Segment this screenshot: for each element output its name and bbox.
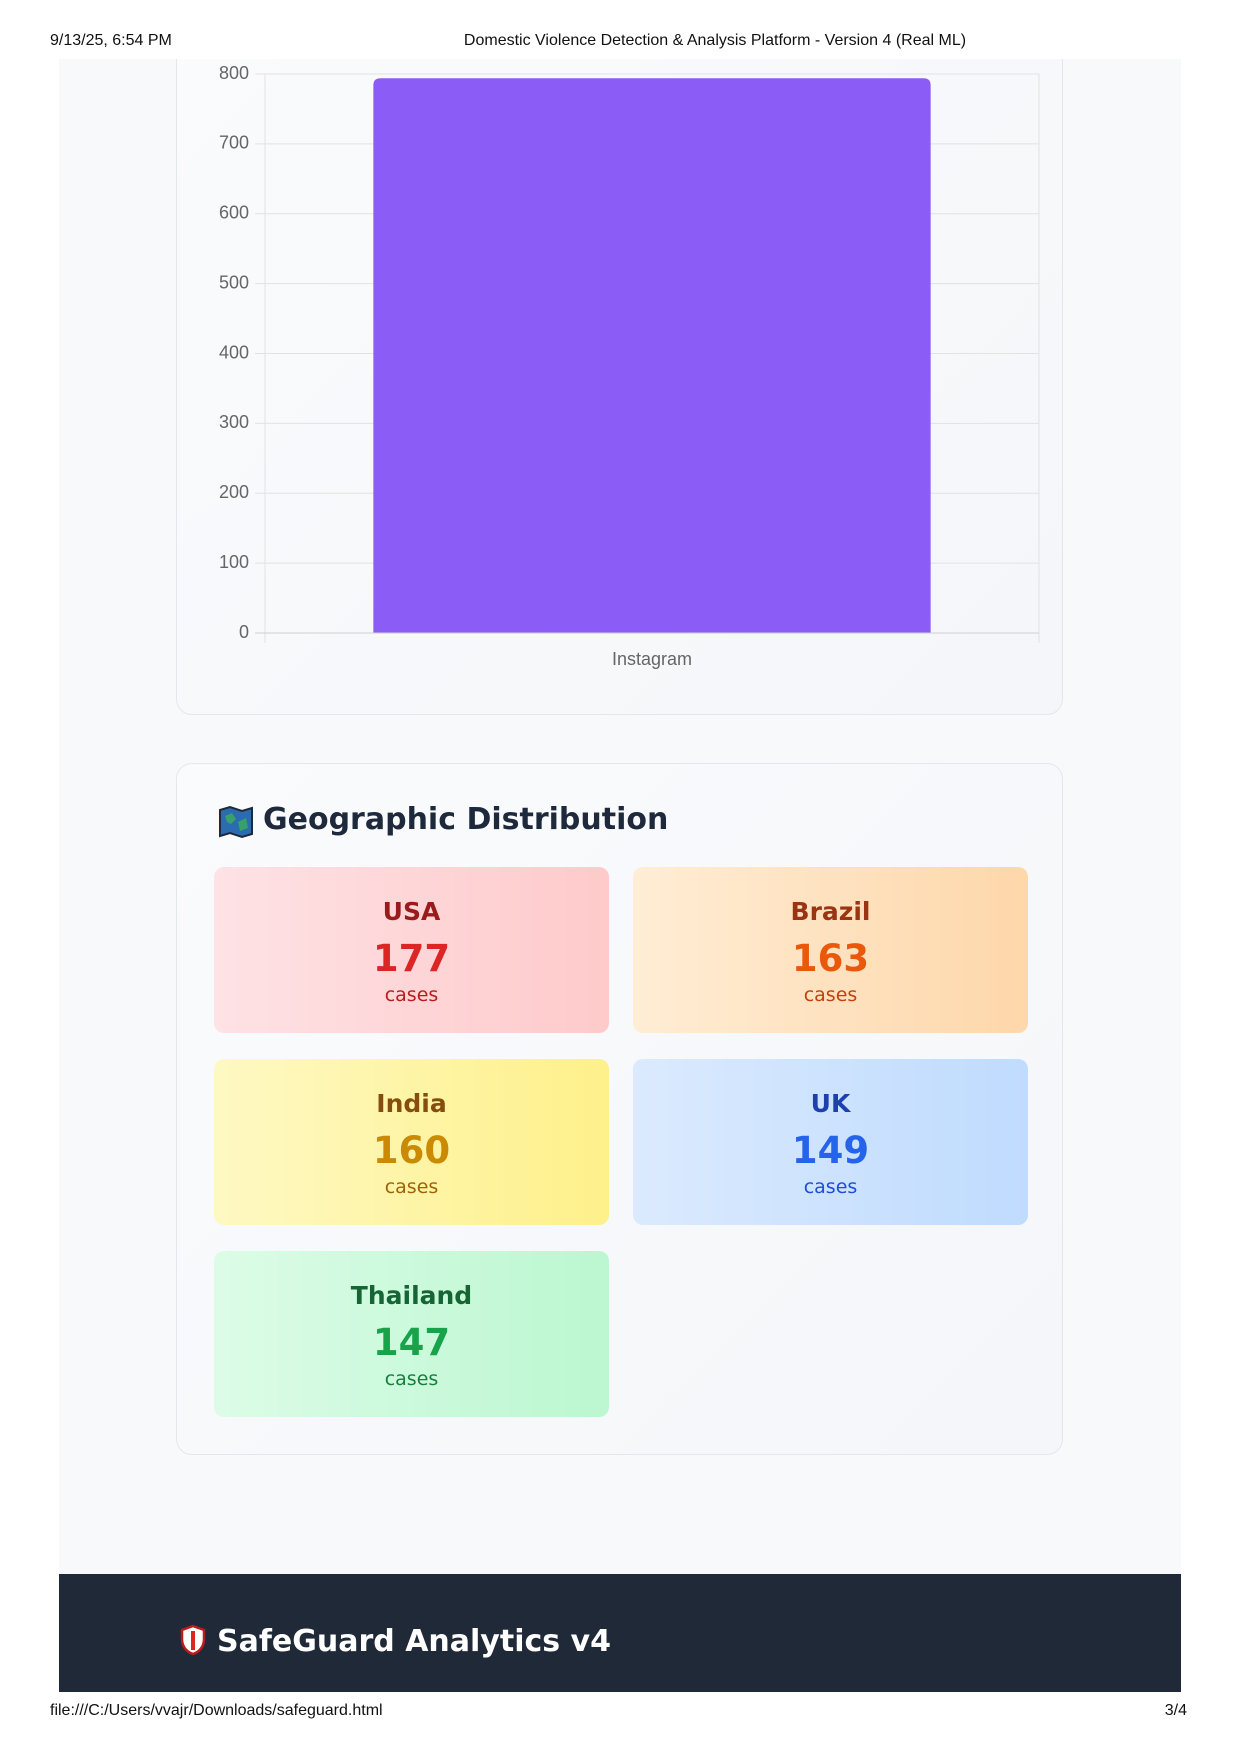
country-card: India 160 cases [214, 1059, 609, 1225]
y-tick-label: 300 [219, 412, 249, 432]
case-count: 163 [791, 937, 870, 980]
map-icon [219, 805, 253, 839]
case-unit: cases [803, 984, 858, 1006]
country-name: India [376, 1089, 447, 1118]
geo-card: Geographic Distribution USA 177 cases Brazi… [176, 763, 1063, 1455]
print-page: 3/4 [1164, 1702, 1187, 1719]
case-unit: cases [384, 984, 439, 1006]
country-card: UK 149 cases [633, 1059, 1028, 1225]
y-tick-label: 0 [239, 622, 249, 642]
y-tick-label: 100 [219, 552, 249, 572]
case-unit: cases [384, 1368, 439, 1390]
case-unit: cases [384, 1176, 439, 1198]
y-tick-label: 800 [219, 63, 249, 83]
country-name: USA [382, 897, 441, 926]
case-count: 147 [372, 1321, 451, 1364]
chart: 0 100 200 300 400 500 600 700 800 Instagram [219, 63, 1040, 669]
country-card: Thailand 147 cases [214, 1251, 609, 1417]
bar [373, 78, 931, 633]
case-count: 160 [372, 1129, 451, 1172]
print-title: Domestic Violence Detection & Analysis P… [463, 32, 967, 49]
brand: SafeGuard Analytics v4 [217, 1624, 611, 1659]
x-tick-label: Instagram [612, 649, 692, 669]
country-card: USA 177 cases [214, 867, 609, 1033]
y-tick-label: 500 [219, 272, 249, 292]
country-name: UK [810, 1089, 851, 1118]
case-unit: cases [803, 1176, 858, 1198]
country-name: Brazil [790, 897, 871, 926]
country-name: Thailand [350, 1281, 473, 1310]
print-date: 9/13/25, 6:54 PM [50, 32, 172, 49]
y-tick-label: 700 [219, 133, 249, 153]
case-count: 149 [791, 1129, 870, 1172]
shield-icon [180, 1624, 206, 1656]
footer: SafeGuard Analytics v4 [59, 1574, 1181, 1692]
country-card: Brazil 163 cases [633, 867, 1028, 1033]
print-url: file:///C:/Users/vvajr/Downloads/safegua… [50, 1702, 383, 1719]
y-tick-label: 600 [219, 203, 249, 223]
geo-title: Geographic Distribution [263, 802, 669, 837]
country-grid: USA 177 cases Brazil 163 cases India 160 cases UK… [214, 867, 1028, 1417]
case-count: 177 [372, 937, 451, 980]
y-tick-label: 400 [219, 342, 249, 362]
y-tick-label: 200 [219, 482, 249, 502]
content: 0 100 200 300 400 500 600 700 800 Instagram Geogr… [59, 59, 1181, 1692]
